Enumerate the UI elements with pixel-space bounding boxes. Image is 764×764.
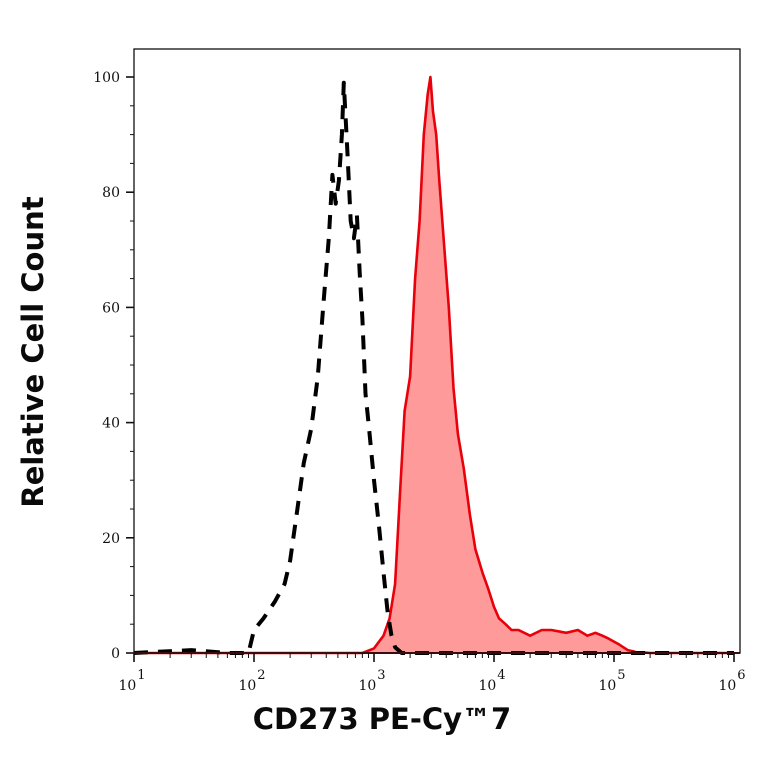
x-tick-label: 104: [478, 668, 505, 694]
series-fill: [134, 77, 734, 653]
x-tick-label: 102: [238, 668, 265, 694]
x-axis-ticks: 101 102 103 104 105 106: [118, 653, 746, 694]
y-tick-label: 40: [102, 416, 120, 432]
y-tick-label: 60: [102, 300, 120, 316]
y-tick-label: 100: [93, 70, 120, 86]
control-histogram-line: [133, 80, 734, 655]
x-axis-label: CD273 PE-Cy™7: [252, 702, 512, 736]
x-tick-label: 101: [118, 668, 145, 694]
y-tick-label: 20: [102, 531, 120, 547]
y-axis-ticks: 0 20 40 60 80 100: [93, 70, 134, 662]
series-layer: [133, 75, 740, 655]
y-tick-label: 80: [102, 185, 120, 201]
plot-frame: [133, 48, 741, 654]
y-axis-label: Relative Cell Count: [16, 196, 50, 508]
y-tick-label: 0: [111, 646, 120, 662]
stained-histogram-line: [134, 75, 734, 655]
x-tick-label: 106: [718, 668, 745, 694]
x-tick-label: 105: [598, 668, 625, 694]
x-tick-label: 103: [358, 668, 385, 694]
